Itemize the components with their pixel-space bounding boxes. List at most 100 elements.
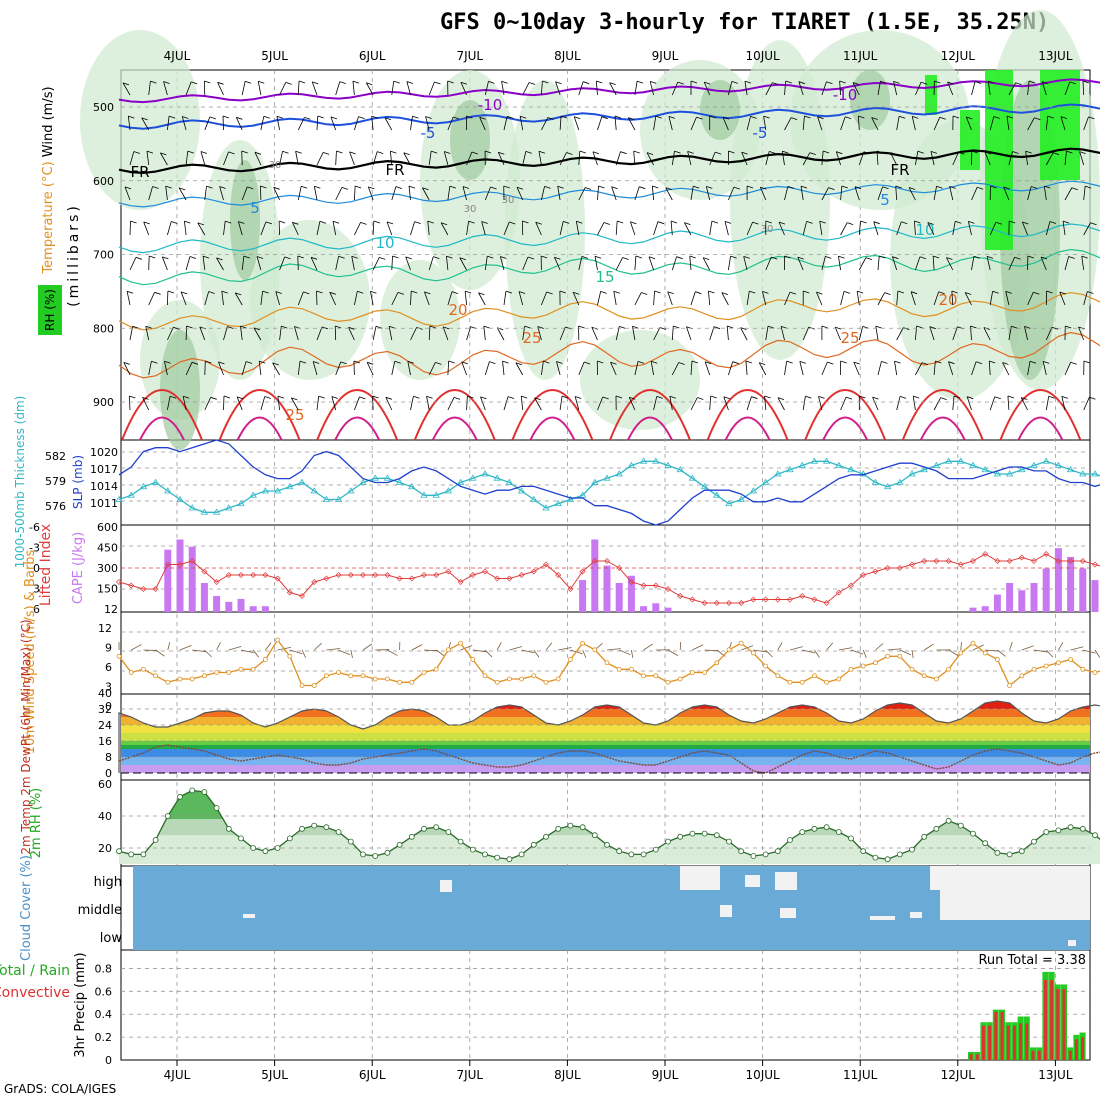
wind-barb-flag (393, 80, 400, 84)
contour-label: 30 (464, 204, 477, 215)
wind-barb (518, 291, 524, 306)
wind-barb-flag (489, 361, 496, 364)
date-label-bottom: 11JUL (843, 1068, 878, 1082)
wind-barb-flag (601, 116, 608, 120)
wind-barb-flag (583, 361, 591, 365)
wind-barb-flag (126, 290, 134, 294)
thickness-marker (139, 482, 148, 490)
wind-barb-flag (1083, 360, 1091, 364)
isotherm-FR (118, 147, 1100, 175)
wind-barb-flag (973, 255, 981, 259)
wind-barb (1082, 80, 1085, 96)
isotherm-30 (804, 389, 887, 441)
cloud-patch (745, 875, 760, 887)
wind-speed-marker (177, 676, 183, 682)
wind-speed-marker (714, 660, 720, 666)
rh-marker (713, 832, 720, 839)
date-label-top: 8JUL (554, 49, 581, 63)
wind-barb-flag (789, 291, 797, 295)
wind-barb (1005, 291, 1010, 306)
contour-label: 30 (761, 224, 774, 235)
rh-marker (250, 845, 257, 851)
wind-barb-flag (227, 326, 234, 329)
wind-barb-flag (422, 187, 429, 191)
wind-speed-marker (946, 666, 951, 672)
wind-barb-flag (1065, 325, 1072, 329)
wind-barb-flag (914, 220, 921, 224)
rh-marker (957, 822, 964, 829)
slp-axis-label: SLP (mb) (71, 455, 85, 509)
wind-barb (389, 151, 393, 166)
cloud-level-label: high (94, 875, 122, 890)
wind-barb-flag (468, 220, 475, 224)
wind-barb-flag (338, 255, 345, 259)
wind-barb-flag (528, 82, 536, 85)
wind-barb (410, 327, 417, 341)
lifted-index-marker (213, 579, 220, 585)
wind-barb-flag (480, 396, 487, 400)
wind-10m-barb (460, 645, 473, 651)
wind-speed-marker (1007, 683, 1012, 688)
wind-barb (316, 396, 320, 411)
wind-barb-flag (384, 117, 392, 121)
rh-marker (408, 833, 415, 840)
wind-barb (964, 292, 972, 306)
wind-barb (541, 81, 543, 96)
wind-barb-flag (313, 361, 320, 364)
wind-barb (708, 291, 711, 306)
temp-band (121, 741, 1090, 745)
rh-marker (1055, 827, 1062, 834)
thickness-marker (713, 491, 721, 498)
cape-bar (1079, 568, 1087, 612)
wind-barb-flag (509, 221, 516, 225)
wind-barb (292, 222, 299, 236)
precip-legend-conv: Convective (0, 985, 70, 1001)
wind-barb-flag (1069, 81, 1076, 85)
wind-barb (690, 116, 697, 131)
wind-barb-flag (433, 256, 440, 259)
contour-label: 25 (285, 406, 304, 424)
wind-speed-marker (519, 676, 524, 682)
wind-barb-flag (241, 150, 248, 154)
wind-barb (1045, 152, 1054, 166)
isotherm-35 (139, 416, 185, 441)
wind-barb (1024, 326, 1028, 341)
rh-marker (933, 825, 940, 832)
precip-legend-total: Total / Rain (0, 963, 70, 979)
wind-speed-marker (1019, 673, 1025, 679)
lifted-index-marker (482, 568, 488, 575)
wind-barb (1079, 151, 1085, 166)
wind-barb-flag (413, 395, 420, 399)
rh-marker (750, 853, 757, 859)
wind-barb (410, 290, 412, 306)
wind-barb-flag (258, 80, 265, 84)
wind-barb-flag (723, 396, 730, 400)
wind-speed-marker (885, 653, 890, 659)
wind-barb (646, 152, 654, 166)
wind-barb (819, 221, 823, 236)
wind-barb-flag (208, 291, 215, 294)
wind-barb-flag (873, 221, 880, 225)
rh-marker (116, 848, 122, 855)
wind-barb-flag (805, 395, 812, 399)
rh-marker (579, 824, 586, 831)
wind-barb (559, 152, 567, 166)
temp-tick-label: 0 (105, 767, 112, 780)
lifted-index-marker (372, 572, 379, 578)
wind-10m-barb (875, 643, 884, 651)
wind-barb-flag (691, 360, 699, 364)
wind-barb (447, 360, 450, 376)
cape-bar (652, 603, 660, 612)
wind-barb-flag (578, 325, 585, 329)
wind-barb (597, 116, 603, 131)
lifted-index-marker (1043, 551, 1050, 557)
wind-barb-flag (581, 255, 589, 259)
wind-barb-flag (1047, 115, 1054, 119)
wind-barb-flag (1006, 115, 1014, 119)
wind-barb (557, 186, 561, 201)
wind-10m-barb (619, 649, 631, 656)
wind-barb-flag (366, 82, 373, 86)
wind-barb-flag (465, 290, 472, 294)
wind-barb (260, 396, 266, 411)
wind-barb (484, 81, 489, 96)
